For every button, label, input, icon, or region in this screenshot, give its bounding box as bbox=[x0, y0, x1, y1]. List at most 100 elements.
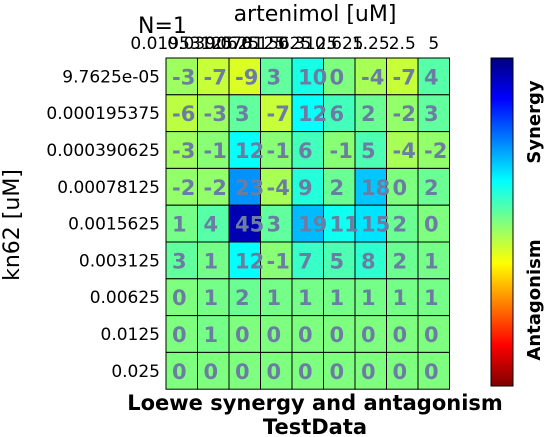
cell-value-label: 0 bbox=[235, 360, 250, 384]
cell-value-label: 9 bbox=[298, 176, 313, 200]
heatmap-cell bbox=[260, 131, 293, 169]
cell-value-label: 0 bbox=[330, 323, 345, 347]
cell-value-label: 2 bbox=[393, 213, 408, 237]
cell-value-label: 6 bbox=[330, 102, 345, 126]
x-axis-label: artenimol [uM] bbox=[234, 2, 397, 27]
y-tick-label: 0.025 bbox=[111, 362, 160, 382]
heatmap-cell bbox=[197, 278, 230, 317]
cell-value-label: 1 bbox=[424, 286, 439, 310]
cell-value-label: 1 bbox=[204, 323, 219, 347]
chart-subtitle: TestData bbox=[263, 415, 367, 437]
cell-value-label: 2 bbox=[393, 249, 408, 273]
cell-value-label: 0 bbox=[172, 360, 187, 384]
cell-value-label: 19 bbox=[298, 213, 327, 237]
heatmap-cell bbox=[417, 351, 450, 390]
cell-value-label: 3 bbox=[424, 102, 439, 126]
heatmap-cell bbox=[197, 167, 230, 206]
heatmap-cell bbox=[260, 167, 293, 206]
x-tick-label: 0.01953125 bbox=[130, 34, 233, 54]
y-tick-label: 0.00625 bbox=[90, 288, 160, 308]
cell-value-label: 0 bbox=[361, 323, 376, 347]
cell-value-label: 1 bbox=[204, 286, 219, 310]
cell-value-label: 0 bbox=[393, 176, 408, 200]
cell-value-label: -2 bbox=[424, 139, 447, 163]
heatmap-cell bbox=[165, 278, 198, 317]
heatmap-cell bbox=[165, 131, 198, 169]
y-tick-label: 0.000195375 bbox=[46, 104, 160, 124]
cell-value-label: 12 bbox=[235, 249, 264, 273]
y-axis-label: kn62 [uM] bbox=[0, 169, 25, 281]
y-tick-label: 9.7625e-05 bbox=[62, 67, 160, 87]
cell-value-label: -3 bbox=[172, 139, 195, 163]
cell-value-label: 0 bbox=[424, 360, 439, 384]
cell-value-label: 1 bbox=[267, 286, 282, 310]
cell-value-label: -2 bbox=[172, 176, 195, 200]
cell-value-label: -2 bbox=[393, 102, 416, 126]
cell-value-label: 0 bbox=[330, 360, 345, 384]
colorbar-antagonism-label: Antagonism bbox=[524, 239, 544, 360]
colorbar bbox=[490, 57, 514, 387]
cell-value-label: 1 bbox=[424, 249, 439, 273]
cell-value-label: 12 bbox=[235, 139, 264, 163]
cell-value-label: 0 bbox=[204, 360, 219, 384]
heatmap-cell bbox=[323, 351, 356, 390]
heatmap-cell bbox=[417, 204, 450, 243]
x-tick-label: 0.15625 bbox=[241, 34, 311, 54]
heatmap-cell bbox=[197, 241, 230, 280]
cell-value-label: -4 bbox=[361, 65, 384, 89]
cell-value-label: 11 bbox=[330, 213, 359, 237]
heatmap-cell bbox=[291, 94, 324, 133]
heatmap-cells bbox=[165, 57, 450, 390]
cell-value-label: 1 bbox=[204, 249, 219, 273]
cell-value-label: -3 bbox=[204, 102, 227, 126]
x-tick-label: 1.25 bbox=[352, 34, 390, 54]
y-tick-labels: 9.7625e-05 0.000195375 0.000390625 0.000781… bbox=[46, 67, 160, 381]
heatmap-cell bbox=[354, 351, 387, 390]
heatmap-cell bbox=[291, 315, 324, 353]
heatmap-cell bbox=[165, 57, 198, 96]
cell-value-label: 3 bbox=[267, 65, 282, 89]
heatmap-cell bbox=[197, 351, 230, 390]
heatmap-cell bbox=[165, 94, 198, 133]
heatmap-cell bbox=[228, 351, 261, 390]
heatmap-cell bbox=[165, 204, 198, 243]
cell-value-label: 4 bbox=[424, 65, 439, 89]
chart-title: Loewe synergy and antagonism bbox=[127, 391, 503, 415]
cell-value-label: 5 bbox=[330, 249, 345, 273]
cell-value-label: 0 bbox=[172, 286, 187, 310]
cell-value-label: -1 bbox=[330, 139, 353, 163]
cell-value-label: 1 bbox=[172, 213, 187, 237]
cell-value-label: 45 bbox=[235, 213, 264, 237]
heatmap-cell bbox=[323, 204, 356, 243]
heatmap-cell bbox=[260, 351, 293, 390]
heatmap-cell bbox=[228, 94, 261, 133]
cell-value-label: -7 bbox=[204, 65, 227, 89]
cell-value-label: -7 bbox=[267, 102, 290, 126]
cell-value-label: 0 bbox=[393, 360, 408, 384]
x-tick-labels: 0.019531250.03906250.0781250.156250.3125… bbox=[130, 34, 439, 54]
heatmap-cell bbox=[417, 315, 450, 353]
x-tick-label: 0.078125 bbox=[204, 34, 285, 54]
heatmap-cell bbox=[417, 131, 450, 169]
heatmap-cell bbox=[291, 241, 324, 280]
y-tick-label: 0.0015625 bbox=[68, 215, 160, 235]
cell-value-label: 0 bbox=[267, 323, 282, 347]
cell-value-label: 0 bbox=[298, 360, 313, 384]
cell-value-label: -1 bbox=[267, 249, 290, 273]
cell-value-label: -4 bbox=[393, 139, 416, 163]
cell-value-label: 0 bbox=[361, 360, 376, 384]
cell-value-label: 0 bbox=[393, 323, 408, 347]
cell-value-label: 1 bbox=[298, 286, 313, 310]
cell-value-label: 0 bbox=[330, 65, 345, 89]
y-tick-label: 0.003125 bbox=[79, 251, 160, 271]
x-tick-label: 2.5 bbox=[389, 34, 416, 54]
cell-value-label: 1 bbox=[361, 286, 376, 310]
heatmap-cell bbox=[354, 278, 387, 317]
x-tick-label: 0.3125 bbox=[278, 34, 337, 54]
y-tick-label: 0.0125 bbox=[101, 325, 160, 345]
cell-value-label: -7 bbox=[393, 65, 416, 89]
heatmap-cell bbox=[228, 241, 261, 280]
heatmap-cell bbox=[323, 315, 356, 353]
cell-value-label: 0 bbox=[424, 323, 439, 347]
